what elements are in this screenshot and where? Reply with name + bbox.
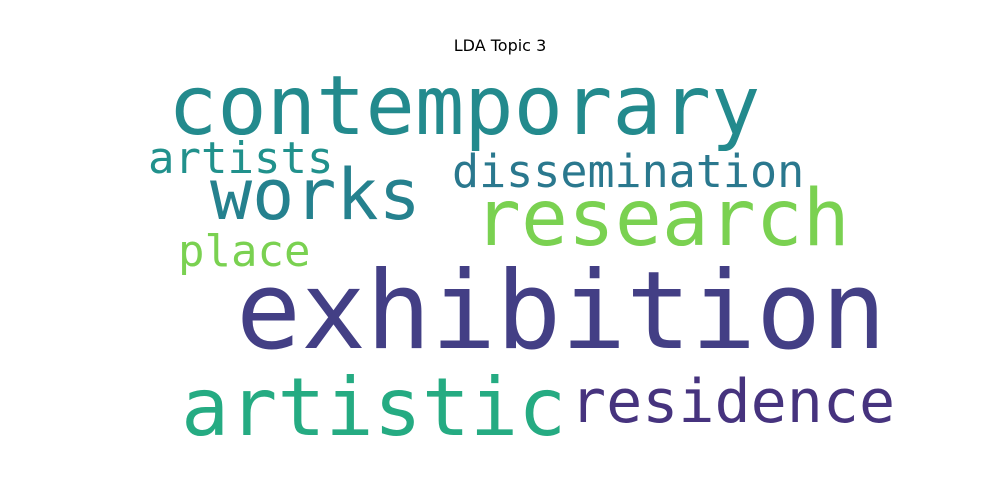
word-artistic: artistic — [181, 361, 567, 454]
word-works: works — [210, 154, 421, 236]
word-dissemination: dissemination — [452, 145, 805, 198]
word-contemporary: contemporary — [168, 59, 761, 154]
word-residence: residence — [570, 367, 896, 437]
word-exhibition: exhibition — [236, 249, 887, 374]
word-artists: artists — [148, 133, 334, 184]
word-research: research — [474, 174, 850, 264]
word-place: place — [178, 226, 311, 277]
figure-title: LDA Topic 3 — [453, 36, 547, 55]
